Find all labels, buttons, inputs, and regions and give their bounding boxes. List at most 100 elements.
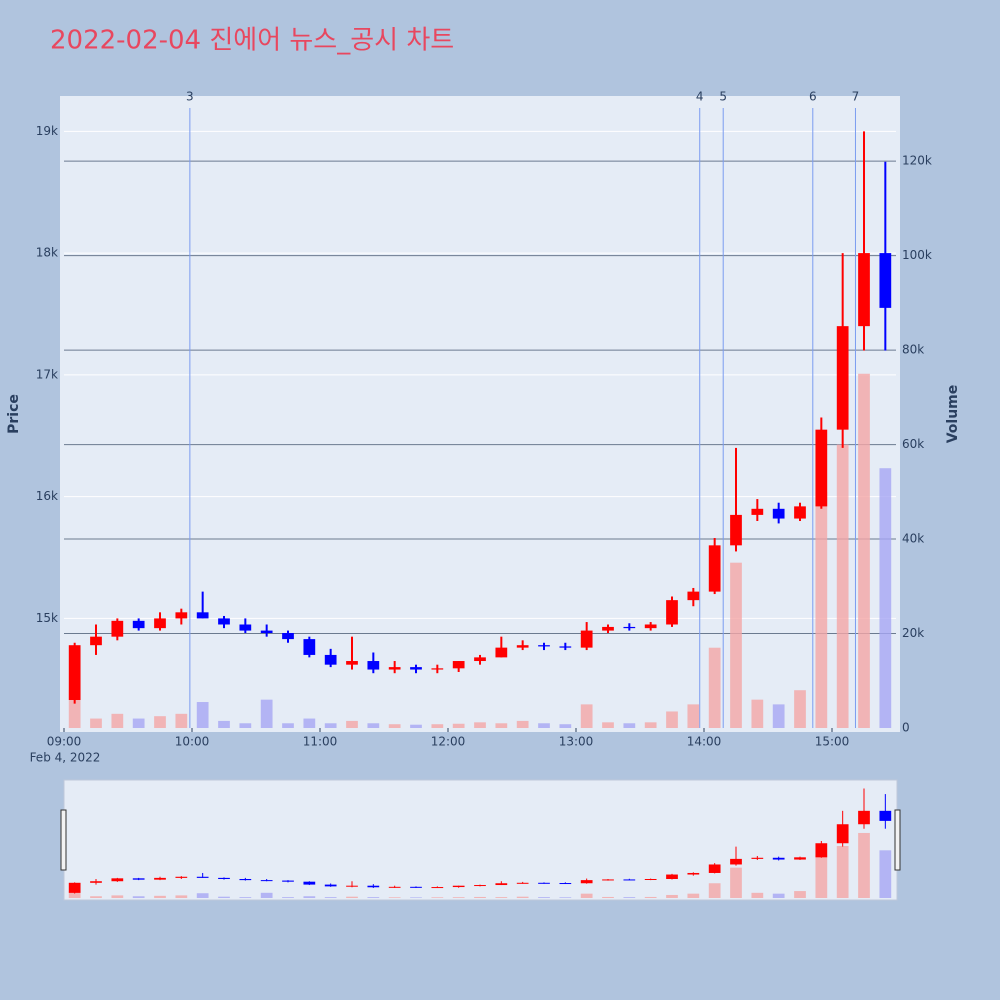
volume-bar bbox=[175, 713, 188, 728]
volume-bar bbox=[282, 723, 294, 728]
range-candle-body bbox=[410, 886, 422, 888]
range-volume-bar bbox=[687, 893, 700, 898]
range-volume-bar bbox=[602, 896, 614, 898]
y-axis-title: Price bbox=[6, 394, 22, 434]
range-candle-body bbox=[324, 884, 337, 887]
range-candle-body bbox=[303, 881, 316, 885]
y2-tick-label: 40k bbox=[902, 532, 924, 546]
range-candle-body bbox=[239, 879, 252, 881]
candle-body bbox=[730, 514, 742, 546]
volume-bar bbox=[666, 711, 678, 728]
volume-bar bbox=[879, 468, 892, 728]
volume-bar bbox=[687, 704, 700, 728]
range-volume-bar bbox=[730, 867, 742, 898]
volume-bar bbox=[772, 704, 785, 728]
range-volume-bar bbox=[495, 897, 508, 898]
y2-tick-label: 60k bbox=[902, 437, 924, 451]
candle-body bbox=[154, 618, 166, 629]
range-slider[interactable] bbox=[63, 779, 898, 901]
range-volume-bar bbox=[879, 850, 892, 898]
volume-bar bbox=[367, 723, 380, 728]
candle-body bbox=[559, 646, 572, 648]
candle-body bbox=[495, 647, 508, 658]
news-label: 4 bbox=[696, 90, 704, 104]
range-volume-bar bbox=[538, 897, 550, 898]
volume-bar bbox=[154, 716, 166, 728]
range-volume-bar bbox=[196, 893, 209, 898]
range-volume-bar bbox=[303, 896, 316, 898]
x-tick-label: 09:00 bbox=[47, 735, 82, 749]
volume-bar bbox=[239, 723, 252, 728]
candle-body bbox=[132, 620, 145, 629]
candle-body bbox=[90, 636, 102, 646]
volume-bar bbox=[260, 699, 273, 728]
volume-bar bbox=[751, 699, 764, 728]
x-date-label: Feb 4, 2022 bbox=[30, 751, 101, 765]
range-candle-body bbox=[516, 882, 529, 884]
candle-body bbox=[580, 630, 593, 648]
range-candle-body bbox=[452, 885, 465, 888]
volume-bar bbox=[836, 444, 849, 728]
y2-axis-title: Volume bbox=[945, 385, 961, 444]
range-volume-bar bbox=[794, 891, 806, 898]
candle-body bbox=[410, 667, 422, 670]
range-candle-body bbox=[559, 883, 572, 885]
y-tick-label: 15k bbox=[36, 611, 58, 625]
volume-bar bbox=[90, 718, 102, 728]
range-candle-body bbox=[154, 877, 166, 880]
range-volume-bar bbox=[815, 854, 828, 898]
y2-tick-label: 0 bbox=[902, 721, 910, 735]
range-candle-body bbox=[772, 857, 785, 860]
range-handle[interactable] bbox=[60, 809, 67, 871]
plot-layer: 15k 16k 17k 18k 19k 0 20k 40k 60k 80k 100k 120k 09:0… bbox=[36, 90, 932, 898]
candle-body bbox=[474, 657, 486, 662]
candle-body bbox=[538, 645, 550, 647]
volume-bar bbox=[580, 704, 593, 728]
range-volume-bar bbox=[410, 897, 422, 898]
candle-body bbox=[282, 633, 294, 640]
candle-body bbox=[431, 668, 444, 670]
candle-body bbox=[687, 591, 700, 601]
range-volume-bar bbox=[644, 896, 657, 898]
candle-body bbox=[303, 639, 316, 655]
candle-body bbox=[388, 667, 401, 670]
x-tick-label: 12:00 bbox=[431, 735, 466, 749]
candle-body bbox=[324, 654, 337, 665]
candle-body bbox=[239, 624, 252, 631]
range-candle-body bbox=[815, 843, 828, 858]
news-label: 3 bbox=[186, 90, 194, 104]
candle-body bbox=[794, 506, 806, 519]
y2-tick-label: 20k bbox=[902, 626, 924, 640]
range-handle[interactable] bbox=[894, 809, 901, 871]
volume-bar bbox=[815, 491, 828, 728]
range-volume-bar bbox=[772, 893, 785, 898]
range-volume-bar bbox=[388, 897, 401, 898]
volume-bar bbox=[858, 373, 870, 728]
range-volume-bar bbox=[623, 897, 636, 898]
range-candle-body bbox=[68, 882, 81, 893]
range-candle-body bbox=[751, 857, 764, 859]
range-candle-body bbox=[90, 881, 102, 883]
candle-body bbox=[452, 661, 465, 669]
y2-tick-label: 120k bbox=[902, 154, 932, 168]
range-candle-body bbox=[346, 885, 358, 887]
candle-body bbox=[666, 600, 678, 625]
range-candle-body bbox=[666, 874, 678, 880]
candle-body bbox=[858, 253, 870, 327]
volume-bar bbox=[559, 724, 572, 728]
range-volume-bar bbox=[260, 892, 273, 898]
plot-area bbox=[60, 96, 900, 732]
candle-body bbox=[815, 429, 828, 507]
range-candle-body bbox=[431, 887, 444, 889]
range-volume-bar bbox=[559, 897, 572, 898]
news-label: 5 bbox=[719, 90, 727, 104]
volume-bar bbox=[431, 724, 444, 728]
range-candle-body bbox=[708, 864, 721, 873]
y2-tick-label: 100k bbox=[902, 248, 932, 262]
candle-body bbox=[836, 326, 849, 430]
volume-bar bbox=[388, 724, 401, 728]
news-label: 6 bbox=[809, 90, 817, 104]
candle-body bbox=[68, 645, 81, 700]
candle-body bbox=[623, 626, 636, 629]
x-tick-label: 14:00 bbox=[687, 735, 722, 749]
